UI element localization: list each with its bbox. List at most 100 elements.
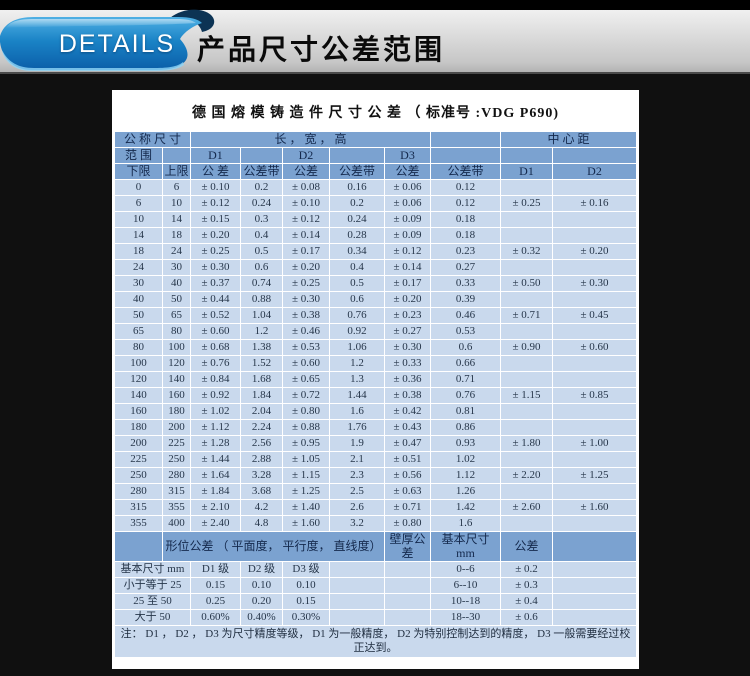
size-cell: 1.2 bbox=[328, 355, 385, 372]
size-cell: 1.42 bbox=[430, 499, 501, 516]
size-cell bbox=[500, 419, 553, 436]
size-cell: ± 0.20 bbox=[281, 259, 330, 276]
geometry-d2: 0.10 bbox=[239, 576, 283, 594]
size-cell: ± 0.12 bbox=[281, 211, 330, 228]
geometry-d1: 0.60% bbox=[189, 608, 241, 626]
header-row-columns: 下限 上限 公 差 公差带 公差 公差带 公差 公差带 D1 D2 bbox=[113, 163, 638, 180]
size-cell: 0.92 bbox=[328, 323, 385, 340]
size-cell: 0.4 bbox=[239, 227, 283, 244]
size-cell: ± 0.23 bbox=[383, 307, 432, 324]
size-cell: 18 bbox=[161, 227, 191, 244]
size-cell: 80 bbox=[161, 323, 191, 340]
geometry-d2: 0.20 bbox=[239, 592, 283, 610]
size-cell: ± 1.02 bbox=[189, 403, 241, 420]
size-cell: ± 0.72 bbox=[281, 387, 330, 404]
size-cell bbox=[551, 451, 638, 468]
size-cell: 0.46 bbox=[430, 307, 501, 324]
size-cell: 3.68 bbox=[239, 483, 283, 500]
size-cell bbox=[551, 179, 638, 196]
size-cell bbox=[551, 291, 638, 308]
size-cell: 355 bbox=[113, 515, 163, 532]
size-rows-body: 0 6 ± 0.10 0.2 ± 0.08 0.16 ± 0.06 0.12 6 10 ± 0.12… bbox=[113, 179, 638, 532]
details-ribbon: DETAILS bbox=[0, 6, 232, 74]
size-cell: ± 0.30 bbox=[281, 291, 330, 308]
size-cell: ± 0.14 bbox=[383, 259, 432, 276]
size-cell: 24 bbox=[113, 259, 163, 276]
size-cell: ± 0.25 bbox=[500, 195, 553, 212]
size-cell: 180 bbox=[161, 403, 191, 420]
geometry-d3: D3 级 bbox=[281, 560, 330, 578]
size-row: 140 160 ± 0.92 1.84 ± 0.72 1.44 ± 0.38 0.76 ± 1.… bbox=[113, 387, 638, 404]
size-row: 225 250 ± 1.44 2.88 ± 1.05 2.1 ± 0.51 1.02 bbox=[113, 451, 638, 468]
size-cell: 80 bbox=[113, 339, 163, 356]
empty-cell bbox=[551, 608, 638, 626]
header-empty bbox=[239, 147, 283, 164]
size-cell: ± 1.60 bbox=[551, 499, 638, 516]
size-cell: ± 2.10 bbox=[189, 499, 241, 516]
size-cell: 0.4 bbox=[328, 259, 385, 276]
size-cell bbox=[500, 355, 553, 372]
header-grade-d1: D1 bbox=[189, 147, 241, 164]
size-cell: ± 0.63 bbox=[383, 483, 432, 500]
size-cell: ± 0.80 bbox=[383, 515, 432, 532]
size-cell: 3.2 bbox=[328, 515, 385, 532]
size-cell: 0.39 bbox=[430, 291, 501, 308]
size-cell: 1.9 bbox=[328, 435, 385, 452]
size-cell: ± 0.17 bbox=[383, 275, 432, 292]
geometry-d3: 0.10 bbox=[281, 576, 330, 594]
size-cell: 4.8 bbox=[239, 515, 283, 532]
size-cell: ± 1.44 bbox=[189, 451, 241, 468]
size-cell: ± 2.40 bbox=[189, 515, 241, 532]
size-cell: 0.18 bbox=[430, 211, 501, 228]
size-cell: ± 0.60 bbox=[551, 339, 638, 356]
size-cell: ± 0.71 bbox=[383, 499, 432, 516]
size-cell: 140 bbox=[161, 371, 191, 388]
size-cell bbox=[500, 291, 553, 308]
geometry-section-body: 形位公差 （ 平面度， 平行度， 直线度） 壁厚公差 基本尺寸 mm 公差 基本… bbox=[113, 531, 638, 659]
basic-size-range: 10--18 bbox=[430, 592, 501, 610]
basic-size-range: 0--6 bbox=[430, 560, 501, 578]
size-cell: ± 0.84 bbox=[189, 371, 241, 388]
header-grade-d2: D2 bbox=[281, 147, 330, 164]
size-cell: ± 0.25 bbox=[189, 243, 241, 260]
basic-size-tolerance: ± 0.6 bbox=[500, 608, 553, 626]
size-cell bbox=[500, 515, 553, 532]
header-empty bbox=[500, 147, 553, 164]
size-cell: 120 bbox=[161, 355, 191, 372]
sheet-title: 德 国 熔 模 铸 造 件 尺 寸 公 差 （ 标准号 :VDG P690) bbox=[192, 106, 559, 121]
size-row: 18 24 ± 0.25 0.5 ± 0.17 0.34 ± 0.12 0.23 ± 0.32 ±… bbox=[113, 243, 638, 260]
geometry-d2: 0.40% bbox=[239, 608, 283, 626]
content-box: 德 国 熔 模 铸 造 件 尺 寸 公 差 （ 标准号 :VDG P690) 公… bbox=[112, 90, 639, 669]
size-cell: 0.76 bbox=[328, 307, 385, 324]
empty-cell bbox=[383, 608, 432, 626]
size-cell: 2.6 bbox=[328, 499, 385, 516]
geometry-row-label: 基本尺寸 mm bbox=[113, 560, 191, 578]
size-cell: 225 bbox=[113, 451, 163, 468]
empty-cell bbox=[328, 560, 385, 578]
size-cell bbox=[551, 483, 638, 500]
size-cell: 2.5 bbox=[328, 483, 385, 500]
size-cell: ± 0.30 bbox=[189, 259, 241, 276]
size-cell: 0.88 bbox=[239, 291, 283, 308]
geometry-row: 大于 50 0.60% 0.40% 0.30% 18--30 ± 0.6 bbox=[113, 608, 638, 626]
size-cell: 6 bbox=[113, 195, 163, 212]
geometry-d3: 0.15 bbox=[281, 592, 330, 610]
geometry-row: 小于等于 25 0.15 0.10 0.10 6--10 ± 0.3 bbox=[113, 576, 638, 594]
size-row: 280 315 ± 1.84 3.68 ± 1.25 2.5 ± 0.63 1.26 bbox=[113, 483, 638, 500]
geometry-d3: 0.30% bbox=[281, 608, 330, 626]
details-badge-label: DETAILS bbox=[58, 30, 176, 58]
size-cell: 0.5 bbox=[239, 243, 283, 260]
size-cell: ± 1.15 bbox=[500, 387, 553, 404]
size-cell: ± 1.28 bbox=[189, 435, 241, 452]
size-cell: ± 0.06 bbox=[383, 195, 432, 212]
size-cell: ± 0.51 bbox=[383, 451, 432, 468]
size-cell: ± 0.27 bbox=[383, 323, 432, 340]
size-cell: ± 1.00 bbox=[551, 435, 638, 452]
size-cell: 4.2 bbox=[239, 499, 283, 516]
size-cell: 10 bbox=[113, 211, 163, 228]
size-cell: 1.26 bbox=[430, 483, 501, 500]
size-cell: ± 0.10 bbox=[281, 195, 330, 212]
size-cell: ± 0.15 bbox=[189, 211, 241, 228]
size-cell: 30 bbox=[161, 259, 191, 276]
empty-cell bbox=[551, 592, 638, 610]
